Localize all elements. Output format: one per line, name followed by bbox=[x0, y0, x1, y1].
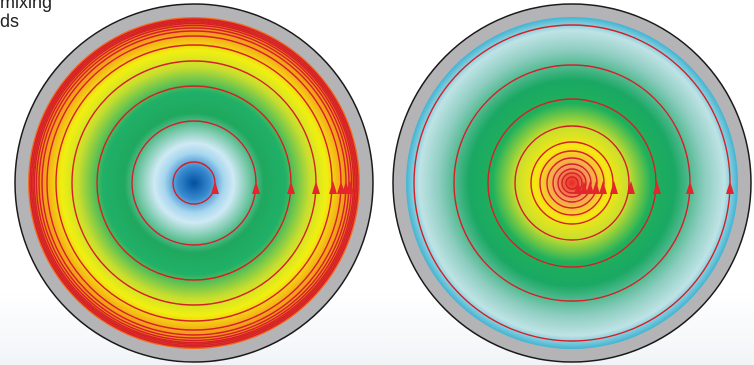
right-flow-arrow bbox=[586, 181, 594, 194]
right-flow-arrow bbox=[599, 181, 607, 194]
right-flow-arrow bbox=[726, 181, 734, 194]
right-flow-arrow bbox=[610, 181, 618, 194]
left-streamline-ring bbox=[32, 21, 356, 345]
left-streamline-ring bbox=[35, 24, 353, 342]
right-flow-arrow bbox=[653, 181, 661, 194]
left-streamline-ring bbox=[33, 22, 355, 344]
left-disk bbox=[14, 3, 374, 363]
left-flow-arrow bbox=[211, 181, 219, 194]
left-flow-arrow bbox=[312, 181, 320, 194]
right-flow-arrow bbox=[580, 181, 588, 194]
right-flow-arrow bbox=[686, 181, 694, 194]
right-streamline-ring bbox=[539, 150, 605, 216]
left-streamlines bbox=[29, 18, 359, 348]
right-disk-field bbox=[406, 17, 738, 349]
right-streamline-ring bbox=[514, 125, 630, 241]
right-streamline-ring bbox=[546, 157, 598, 209]
right-disk bbox=[392, 3, 752, 363]
corner-label: mixing ds bbox=[0, 0, 53, 31]
left-streamline-ring bbox=[38, 27, 350, 339]
right-streamline-ring bbox=[552, 163, 592, 203]
right-streamline-ring bbox=[487, 98, 657, 268]
right-streamline-ring bbox=[557, 168, 587, 198]
right-flow-arrows bbox=[574, 181, 734, 194]
left-streamline-ring bbox=[29, 18, 359, 348]
right-flow-arrow bbox=[627, 181, 635, 194]
left-streamline-ring bbox=[30, 19, 358, 347]
left-flow-arrow bbox=[346, 181, 354, 194]
right-streamline-ring bbox=[530, 141, 614, 225]
right-streamline-ring bbox=[561, 172, 583, 194]
right-flow-arrow bbox=[574, 181, 582, 194]
left-flow-arrow bbox=[287, 181, 295, 194]
left-flow-arrow bbox=[329, 181, 337, 194]
left-flow-arrows bbox=[211, 181, 354, 194]
left-disk-field bbox=[28, 17, 360, 349]
right-flow-arrow bbox=[592, 181, 600, 194]
left-streamline-ring bbox=[55, 44, 333, 322]
right-streamlines bbox=[413, 24, 731, 342]
left-flow-arrow bbox=[252, 181, 260, 194]
